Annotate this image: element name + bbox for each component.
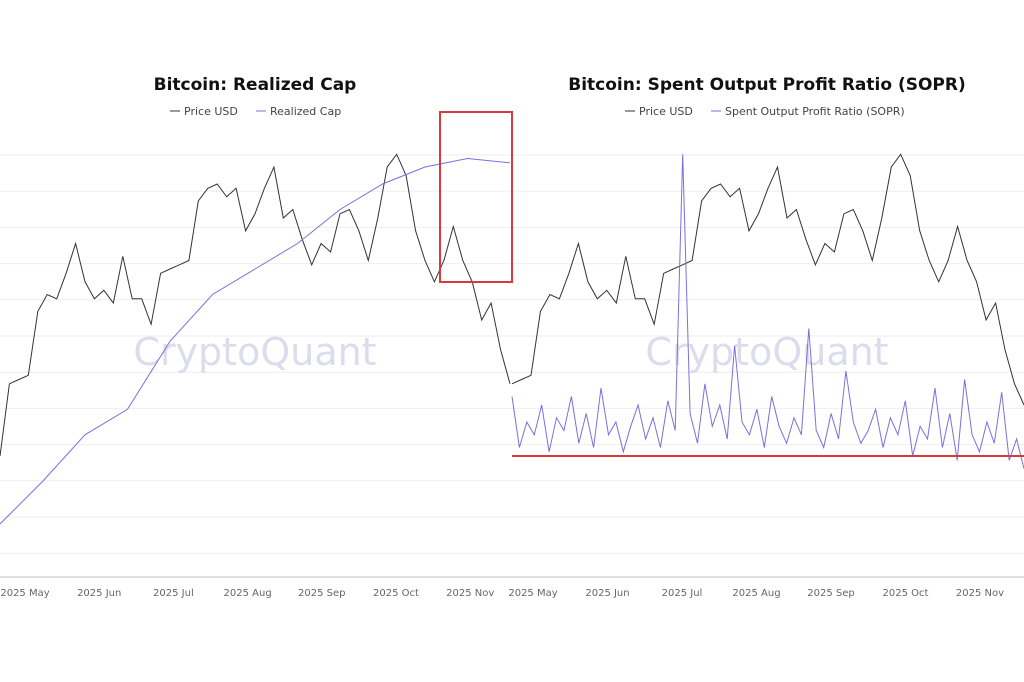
- series-spent-output-profit-ratio-sopr-: [511, 154, 1024, 469]
- watermark-left: CryptoQuant: [133, 330, 376, 374]
- x-tick-label: 2025 Oct: [373, 588, 419, 599]
- x-tick-label: 2025 Aug: [224, 588, 272, 599]
- x-tick-label: 2025 Sep: [298, 588, 345, 599]
- watermark-right: CryptoQuant: [645, 330, 888, 374]
- series-price-usd: [0, 153, 511, 457]
- x-tick-label: 2025 Jun: [77, 588, 121, 599]
- x-tick-label: 2025 Aug: [732, 588, 780, 599]
- series-price-usd: [511, 153, 1024, 406]
- highlight-rectangle: [439, 111, 513, 283]
- gridlines: [0, 154, 1024, 578]
- x-tick-label: 2025 Oct: [883, 588, 929, 599]
- chart-title-right: Bitcoin: Spent Output Profit Ratio (SOPR…: [568, 75, 965, 95]
- x-tick-label: 2025 Jul: [153, 588, 194, 599]
- legend-label-price-right[interactable]: Price USD: [639, 105, 693, 118]
- x-tick-label: 2025 Nov: [956, 588, 1004, 599]
- chart-title-left: Bitcoin: Realized Cap: [154, 75, 357, 95]
- series-lines: [0, 153, 1024, 525]
- legend-label-price-left[interactable]: Price USD: [184, 105, 238, 118]
- x-tick-label: 2025 Jul: [662, 588, 703, 599]
- x-tick-label: 2025 Nov: [446, 588, 494, 599]
- x-tick-label: 2025 May: [508, 588, 557, 599]
- series-realized-cap: [0, 157, 511, 525]
- legend-label-realized-cap[interactable]: Realized Cap: [270, 105, 341, 118]
- x-tick-label: 2025 Jun: [585, 588, 629, 599]
- x-tick-label: 2025 May: [0, 588, 49, 599]
- x-axis-ticks: 2025 May 2025 Jun 2025 Jul 2025 Aug 2025 Sep…: [0, 588, 1004, 599]
- legend-label-sopr[interactable]: Spent Output Profit Ratio (SOPR): [725, 105, 905, 118]
- x-tick-label: 2025 Sep: [807, 588, 854, 599]
